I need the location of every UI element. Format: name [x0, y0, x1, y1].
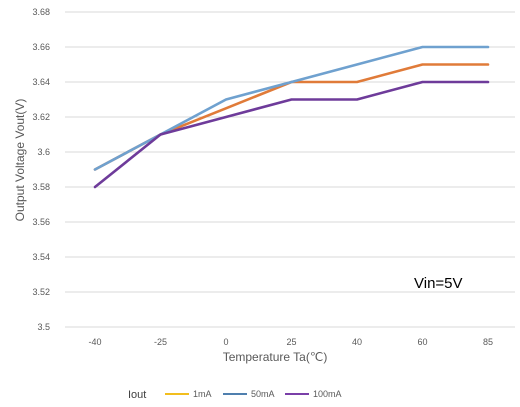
- y-tick-label: 3.58: [32, 182, 50, 192]
- y-tick-label: 3.68: [32, 7, 50, 17]
- series-lines: [93, 45, 490, 189]
- legend-label-50mA: 50mA: [251, 389, 275, 399]
- x-tick-label: 60: [417, 337, 427, 347]
- series-line-100mA: [93, 80, 490, 189]
- x-axis-title: Temperature Ta(℃): [223, 350, 328, 364]
- y-tick-label: 3.5: [37, 322, 50, 332]
- y-tick-label: 3.6: [37, 147, 50, 157]
- y-tick-label: 3.54: [32, 252, 50, 262]
- y-tick-label: 3.64: [32, 77, 50, 87]
- y-tick-labels: 3.5 3.52 3.54 3.56 3.58 3.6 3.62 3.64 3.66 3.68: [32, 7, 50, 332]
- x-tick-label: 40: [352, 337, 362, 347]
- y-tick-label: 3.66: [32, 42, 50, 52]
- x-tick-label: 85: [483, 337, 493, 347]
- x-tick-label: -40: [88, 337, 101, 347]
- legend: Iout 1mA 50mA 100mA: [128, 389, 342, 401]
- x-tick-label: 0: [223, 337, 228, 347]
- x-tick-label: 25: [286, 337, 296, 347]
- x-tick-labels: -40 -25 0 25 40 60 85: [88, 337, 493, 347]
- legend-label-1mA: 1mA: [193, 389, 212, 399]
- y-axis-title: Output Voltage Vout(V): [13, 99, 27, 222]
- y-tick-label: 3.62: [32, 112, 50, 122]
- y-tick-label: 3.52: [32, 287, 50, 297]
- legend-label-100mA: 100mA: [313, 389, 342, 399]
- x-tick-label: -25: [154, 337, 167, 347]
- legend-title: Iout: [128, 389, 146, 401]
- y-tick-label: 3.56: [32, 217, 50, 227]
- annotation-vin: Vin=5V: [414, 275, 463, 292]
